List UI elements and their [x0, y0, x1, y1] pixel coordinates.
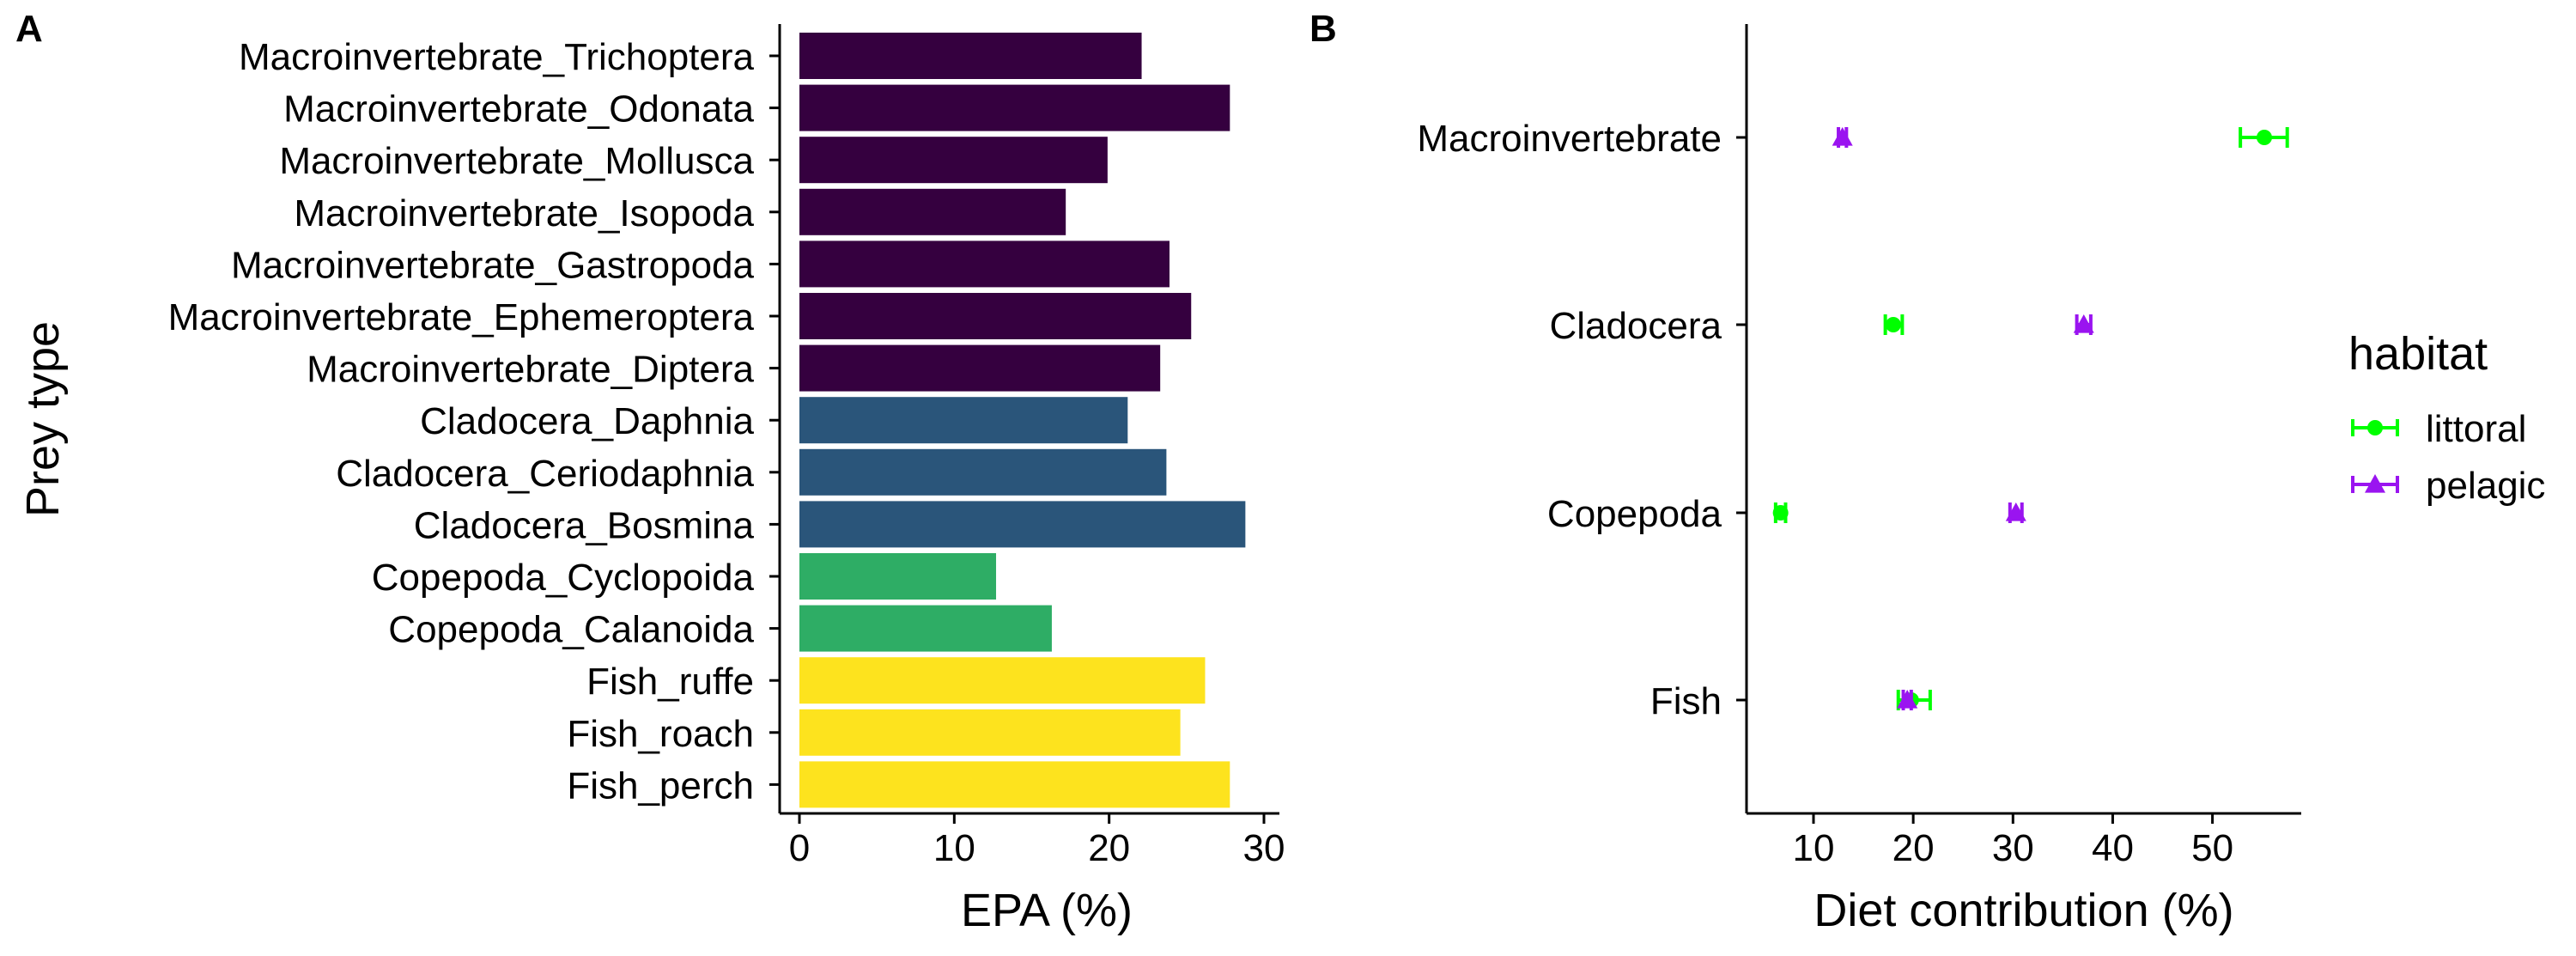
y-tick-label-macroinvertebrate-trichoptera: Macroinvertebrate_Trichoptera	[239, 36, 755, 78]
epa-x-axis-title: EPA (%)	[961, 885, 1133, 936]
y-tick-label-fish-perch: Fish_perch	[567, 764, 754, 807]
y-tick-label-cladocera: Cladocera	[1549, 305, 1722, 347]
epa-bars	[799, 33, 1246, 808]
x-tick-label-20: 20	[1893, 827, 1935, 869]
point-group-pelagic-macroinvertebrate	[1832, 127, 1853, 148]
bar-copepoda-cyclopoida	[799, 553, 997, 600]
y-tick-label-macroinvertebrate-diptera: Macroinvertebrate_Diptera	[307, 349, 754, 391]
y-tick-label-macroinvertebrate-gastropoda: Macroinvertebrate_Gastropoda	[231, 244, 755, 286]
point-group-littoral-copepoda	[1772, 502, 1789, 523]
legend-label-pelagic: pelagic	[2426, 465, 2545, 507]
x-tick-label-20: 20	[1088, 827, 1130, 869]
y-tick-label-fish: Fish	[1650, 680, 1722, 722]
point-pelagic-cladocera	[2073, 314, 2094, 333]
bar-fish-ruffe	[799, 657, 1206, 704]
point-littoral-copepoda	[1772, 505, 1789, 521]
y-tick-label-cladocera-ceriodaphnia: Cladocera_Ceriodaphnia	[336, 453, 754, 495]
bar-macroinvertebrate-ephemeroptera	[799, 293, 1192, 339]
panel-b: B Macroinvertebrate Cladocera Copepoda Fish…	[1309, 8, 2545, 936]
bar-fish-perch	[799, 761, 1230, 808]
legend-items: littoral pelagic	[2351, 408, 2545, 507]
y-tick-label-cladocera-bosmina: Cladocera_Bosmina	[414, 504, 755, 546]
point-pelagic-fish	[1897, 690, 1918, 709]
y-tick-label-copepoda-calanoida: Copepoda_Calanoida	[388, 609, 754, 651]
x-tick-label-10: 10	[933, 827, 975, 869]
x-tick-label-0: 0	[789, 827, 810, 869]
y-tick-label-macroinvertebrate-isopoda: Macroinvertebrate_Isopoda	[294, 192, 754, 234]
diet-category-labels: Macroinvertebrate Cladocera Copepoda Fish	[1417, 118, 1747, 722]
y-tick-label-fish-ruffe: Fish_ruffe	[586, 661, 754, 703]
legend-item-littoral: littoral	[2351, 408, 2526, 450]
point-group-pelagic-copepoda	[2005, 502, 2026, 523]
bar-cladocera-ceriodaphnia	[799, 448, 1167, 496]
y-tick-label-macroinvertebrate: Macroinvertebrate	[1417, 118, 1722, 160]
point-pelagic-macroinvertebrate	[1832, 127, 1853, 146]
point-pelagic-copepoda	[2005, 502, 2026, 521]
bar-macroinvertebrate-diptera	[799, 344, 1161, 392]
epa-x-axis: 0 10 20 30	[780, 812, 1285, 869]
x-tick-label-30: 30	[1992, 827, 2034, 869]
panel-b-label: B	[1309, 8, 1337, 50]
legend-marker-pelagic	[2365, 474, 2385, 493]
y-tick-label-macroinvertebrate-odonata: Macroinvertebrate_Odonata	[283, 88, 754, 131]
legend-item-pelagic: pelagic	[2351, 465, 2545, 507]
prey-type-labels: Macroinvertebrate_Trichoptera Macroinvert…	[168, 36, 780, 807]
legend-marker-littoral	[2367, 420, 2383, 435]
x-tick-label-30: 30	[1243, 827, 1285, 869]
bar-macroinvertebrate-gastropoda	[799, 241, 1170, 288]
legend-label-littoral: littoral	[2426, 408, 2526, 450]
panel-a: A Macroinvertebrate_TrichopteraMacroinve…	[15, 8, 1285, 936]
bar-macroinvertebrate-trichoptera	[799, 33, 1142, 79]
epa-y-axis-title: Prey type	[17, 321, 69, 517]
y-tick-label-cladocera-daphnia: Cladocera_Daphnia	[420, 400, 754, 442]
bar-macroinvertebrate-odonata	[799, 84, 1230, 131]
point-group-pelagic-cladocera	[2073, 314, 2094, 335]
x-tick-label-40: 40	[2092, 827, 2134, 869]
bar-cladocera-daphnia	[799, 397, 1128, 444]
point-littoral-cladocera	[1885, 317, 1901, 332]
y-tick-label-copepoda: Copepoda	[1547, 493, 1722, 535]
x-tick-label-10: 10	[1793, 827, 1835, 869]
bar-macroinvertebrate-mollusca	[799, 137, 1108, 184]
point-group-littoral-macroinvertebrate	[2239, 127, 2289, 148]
bar-copepoda-calanoida	[799, 605, 1052, 652]
bar-macroinvertebrate-isopoda	[799, 188, 1066, 235]
bar-fish-roach	[799, 709, 1181, 756]
y-tick-label-fish-roach: Fish_roach	[567, 713, 754, 755]
diet-x-axis: 10 20 30 40 50	[1747, 812, 2301, 869]
diet-points	[1772, 127, 2289, 710]
y-tick-label-macroinvertebrate-ephemeroptera: Macroinvertebrate_Ephemeroptera	[168, 296, 755, 338]
point-group-littoral-cladocera	[1883, 314, 1905, 335]
point-group-pelagic-fish	[1897, 690, 1918, 710]
habitat-legend: habitat littoral pelagic	[2348, 328, 2545, 507]
diet-x-axis-title: Diet contribution (%)	[1814, 885, 2233, 936]
y-tick-label-macroinvertebrate-mollusca: Macroinvertebrate_Mollusca	[279, 140, 754, 182]
bar-cladocera-bosmina	[799, 501, 1246, 548]
panel-a-label: A	[15, 8, 43, 50]
legend-title: habitat	[2348, 328, 2488, 380]
y-tick-label-copepoda-cyclopoida: Copepoda_Cyclopoida	[372, 557, 755, 599]
x-tick-label-50: 50	[2191, 827, 2233, 869]
point-littoral-macroinvertebrate	[2256, 130, 2272, 145]
